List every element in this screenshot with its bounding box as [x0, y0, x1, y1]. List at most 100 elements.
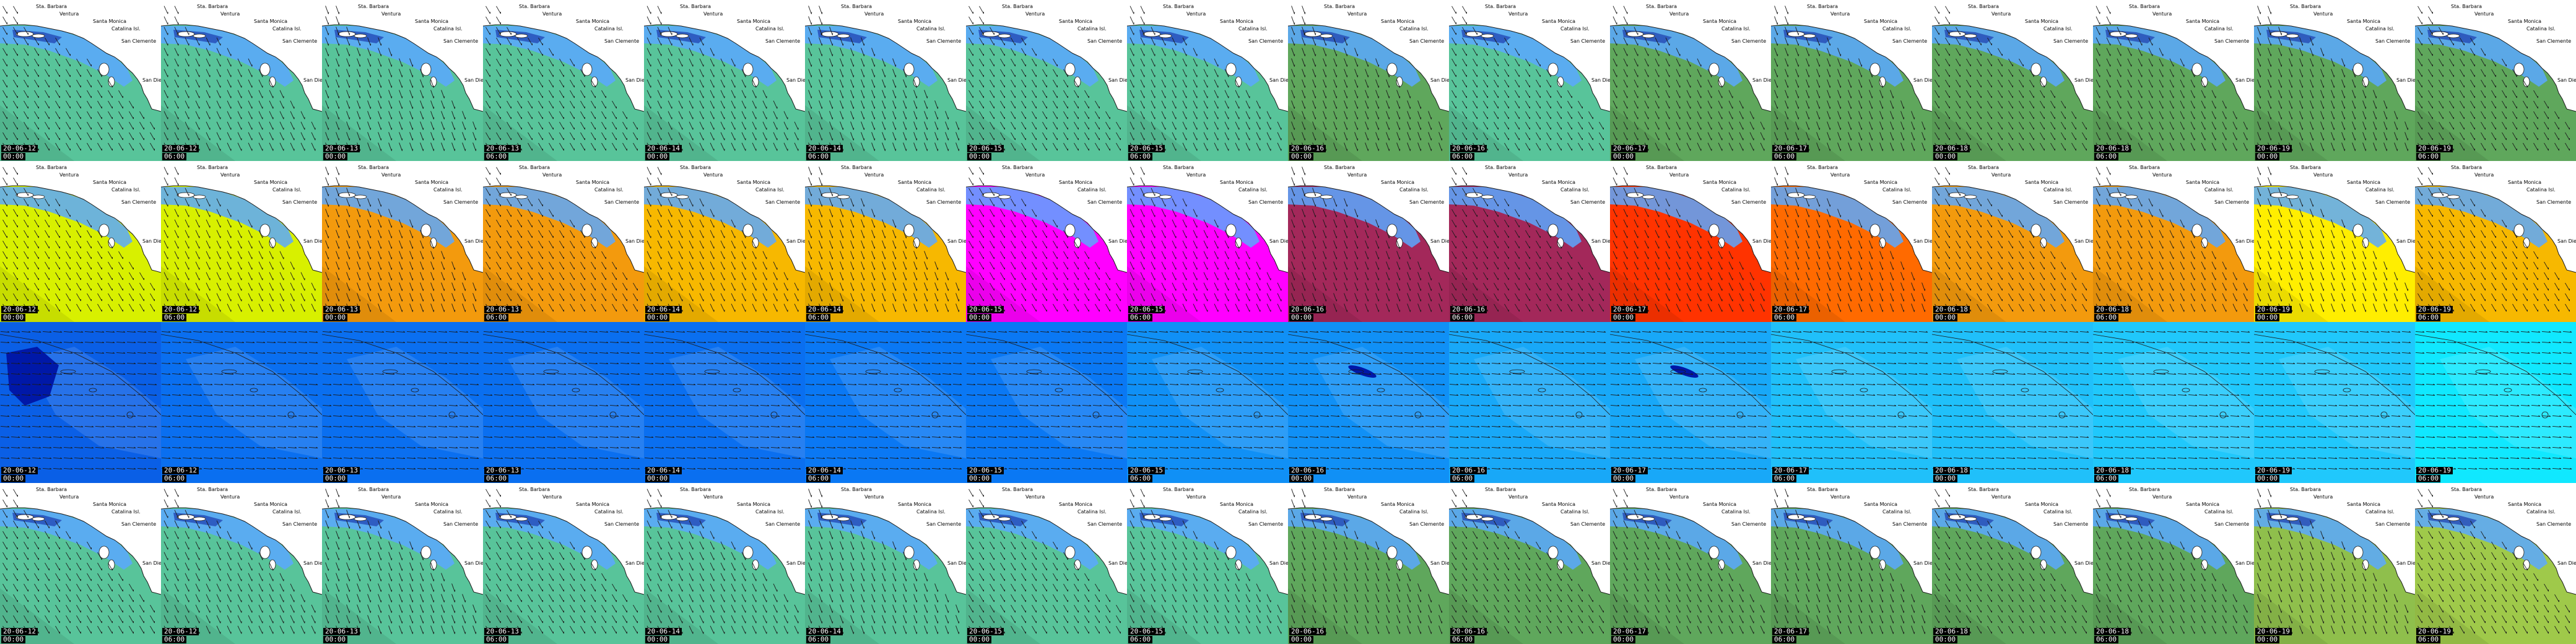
- forecast-map-tile: Sta. Barbara Ventura Santa Monica Catalina …: [1449, 161, 1610, 322]
- date-stamp: 20-06-17: [1611, 467, 1648, 474]
- place-label: Santa Monica: [1220, 502, 1253, 507]
- place-label: San Diego: [2235, 77, 2254, 83]
- place-label: Ventura: [1830, 172, 1850, 178]
- map-image: [1449, 322, 1610, 483]
- place-label: San Clemente: [765, 38, 800, 44]
- forecast-map-tile: Sta. Barbara Ventura Santa Monica Catalina …: [1127, 483, 1288, 644]
- map-image: [1288, 322, 1449, 483]
- place-label: Catalina Isl.: [1399, 187, 1429, 193]
- place-label: San Diego: [2235, 560, 2254, 566]
- place-label: Sta. Barbara: [1485, 4, 1516, 9]
- hour-stamp: 06:00: [162, 475, 187, 482]
- place-label: San Diego: [1752, 238, 1771, 244]
- place-label: Sta. Barbara: [519, 165, 550, 170]
- place-label: San Diego: [2557, 560, 2576, 566]
- place-label: Santa Monica: [2347, 502, 2380, 507]
- place-label: San Diego: [464, 238, 483, 244]
- place-label: Sta. Barbara: [2451, 4, 2482, 9]
- place-label: Santa Monica: [415, 19, 448, 24]
- place-label: Catalina Isl.: [1882, 26, 1912, 32]
- forecast-map-tile: 20-06-18 00:00: [1932, 322, 2093, 483]
- place-label: Ventura: [381, 11, 401, 17]
- date-stamp: 20-06-17: [1611, 306, 1648, 313]
- map-image: [1932, 483, 2093, 644]
- place-label: San Clemente: [1892, 521, 1927, 527]
- date-stamp: 20-06-12: [162, 467, 199, 474]
- place-label: Sta. Barbara: [36, 165, 67, 170]
- place-label: Santa Monica: [1381, 180, 1414, 185]
- place-label: Ventura: [703, 172, 723, 178]
- place-label: San Diego: [464, 77, 483, 83]
- hour-stamp: 06:00: [484, 636, 509, 643]
- hour-stamp: 00:00: [2255, 314, 2280, 321]
- map-image: [483, 0, 644, 161]
- date-stamp: 20-06-19: [2416, 145, 2453, 152]
- place-label: Catalina Isl.: [755, 187, 785, 193]
- place-label: San Diego: [786, 77, 805, 83]
- place-label: Santa Monica: [1381, 502, 1414, 507]
- place-label: Catalina Isl.: [2526, 509, 2556, 515]
- date-stamp: 20-06-16: [1289, 306, 1326, 313]
- hour-stamp: 00:00: [323, 636, 348, 643]
- forecast-map-tile: Sta. Barbara Ventura Santa Monica Catalina …: [483, 161, 644, 322]
- place-label: Catalina Isl.: [1882, 509, 1912, 515]
- place-label: San Clemente: [2053, 521, 2088, 527]
- place-label: San Diego: [2396, 560, 2415, 566]
- place-label: Catalina Isl.: [755, 26, 785, 32]
- place-label: San Diego: [1430, 77, 1449, 83]
- place-label: Santa Monica: [737, 502, 770, 507]
- place-label: Catalina Isl.: [1721, 509, 1751, 515]
- hour-stamp: 06:00: [162, 153, 187, 160]
- place-label: Sta. Barbara: [2451, 487, 2482, 492]
- hour-stamp: 00:00: [1, 636, 26, 643]
- place-label: San Diego: [786, 238, 805, 244]
- map-image: [161, 161, 322, 322]
- hour-stamp: 00:00: [1289, 475, 1314, 482]
- place-label: Santa Monica: [2347, 180, 2380, 185]
- place-label: San Clemente: [443, 521, 478, 527]
- place-label: Sta. Barbara: [1163, 165, 1194, 170]
- place-label: Ventura: [864, 494, 884, 500]
- place-label: San Clemente: [282, 521, 317, 527]
- forecast-map-tile: Sta. Barbara Ventura Santa Monica Catalina …: [1932, 161, 2093, 322]
- date-stamp: 20-06-15: [967, 145, 1004, 152]
- hour-stamp: 00:00: [2255, 636, 2280, 643]
- forecast-map-tile: 20-06-17 06:00: [1771, 322, 1932, 483]
- place-label: Ventura: [542, 11, 562, 17]
- place-label: Catalina Isl.: [111, 187, 141, 193]
- place-label: Catalina Isl.: [272, 26, 302, 32]
- map-image: [1288, 483, 1449, 644]
- hour-stamp: 00:00: [323, 153, 348, 160]
- place-label: Sta. Barbara: [1807, 165, 1838, 170]
- place-label: San Diego: [947, 560, 966, 566]
- hour-stamp: 06:00: [2094, 314, 2119, 321]
- place-label: Santa Monica: [898, 180, 931, 185]
- forecast-map-tile: 20-06-16 06:00: [1449, 322, 1610, 483]
- place-label: Sta. Barbara: [1646, 165, 1677, 170]
- place-label: San Clemente: [2536, 521, 2571, 527]
- map-image: [1771, 161, 1932, 322]
- place-label: Sta. Barbara: [1324, 487, 1355, 492]
- place-label: San Diego: [625, 238, 644, 244]
- date-stamp: 20-06-15: [967, 628, 1004, 635]
- forecast-map-tile: Sta. Barbara Ventura Santa Monica Catalina …: [161, 483, 322, 644]
- place-label: Catalina Isl.: [1238, 187, 1268, 193]
- place-label: San Diego: [1269, 560, 1288, 566]
- hour-stamp: 06:00: [1450, 636, 1475, 643]
- place-label: Ventura: [59, 494, 79, 500]
- place-label: Sta. Barbara: [197, 487, 228, 492]
- date-stamp: 20-06-19: [2255, 628, 2292, 635]
- place-label: San Clemente: [604, 199, 639, 205]
- place-label: San Clemente: [2214, 38, 2249, 44]
- place-label: Ventura: [381, 494, 401, 500]
- date-stamp: 20-06-15: [967, 306, 1004, 313]
- hour-stamp: 00:00: [1289, 636, 1314, 643]
- map-image: [161, 483, 322, 644]
- place-label: Catalina Isl.: [272, 509, 302, 515]
- hour-stamp: 06:00: [484, 153, 509, 160]
- place-label: San Clemente: [926, 521, 961, 527]
- date-stamp: 20-06-17: [1611, 628, 1648, 635]
- place-label: San Clemente: [1892, 38, 1927, 44]
- forecast-map-tile: Sta. Barbara Ventura Santa Monica Catalina …: [2093, 161, 2254, 322]
- place-label: Ventura: [1991, 172, 2011, 178]
